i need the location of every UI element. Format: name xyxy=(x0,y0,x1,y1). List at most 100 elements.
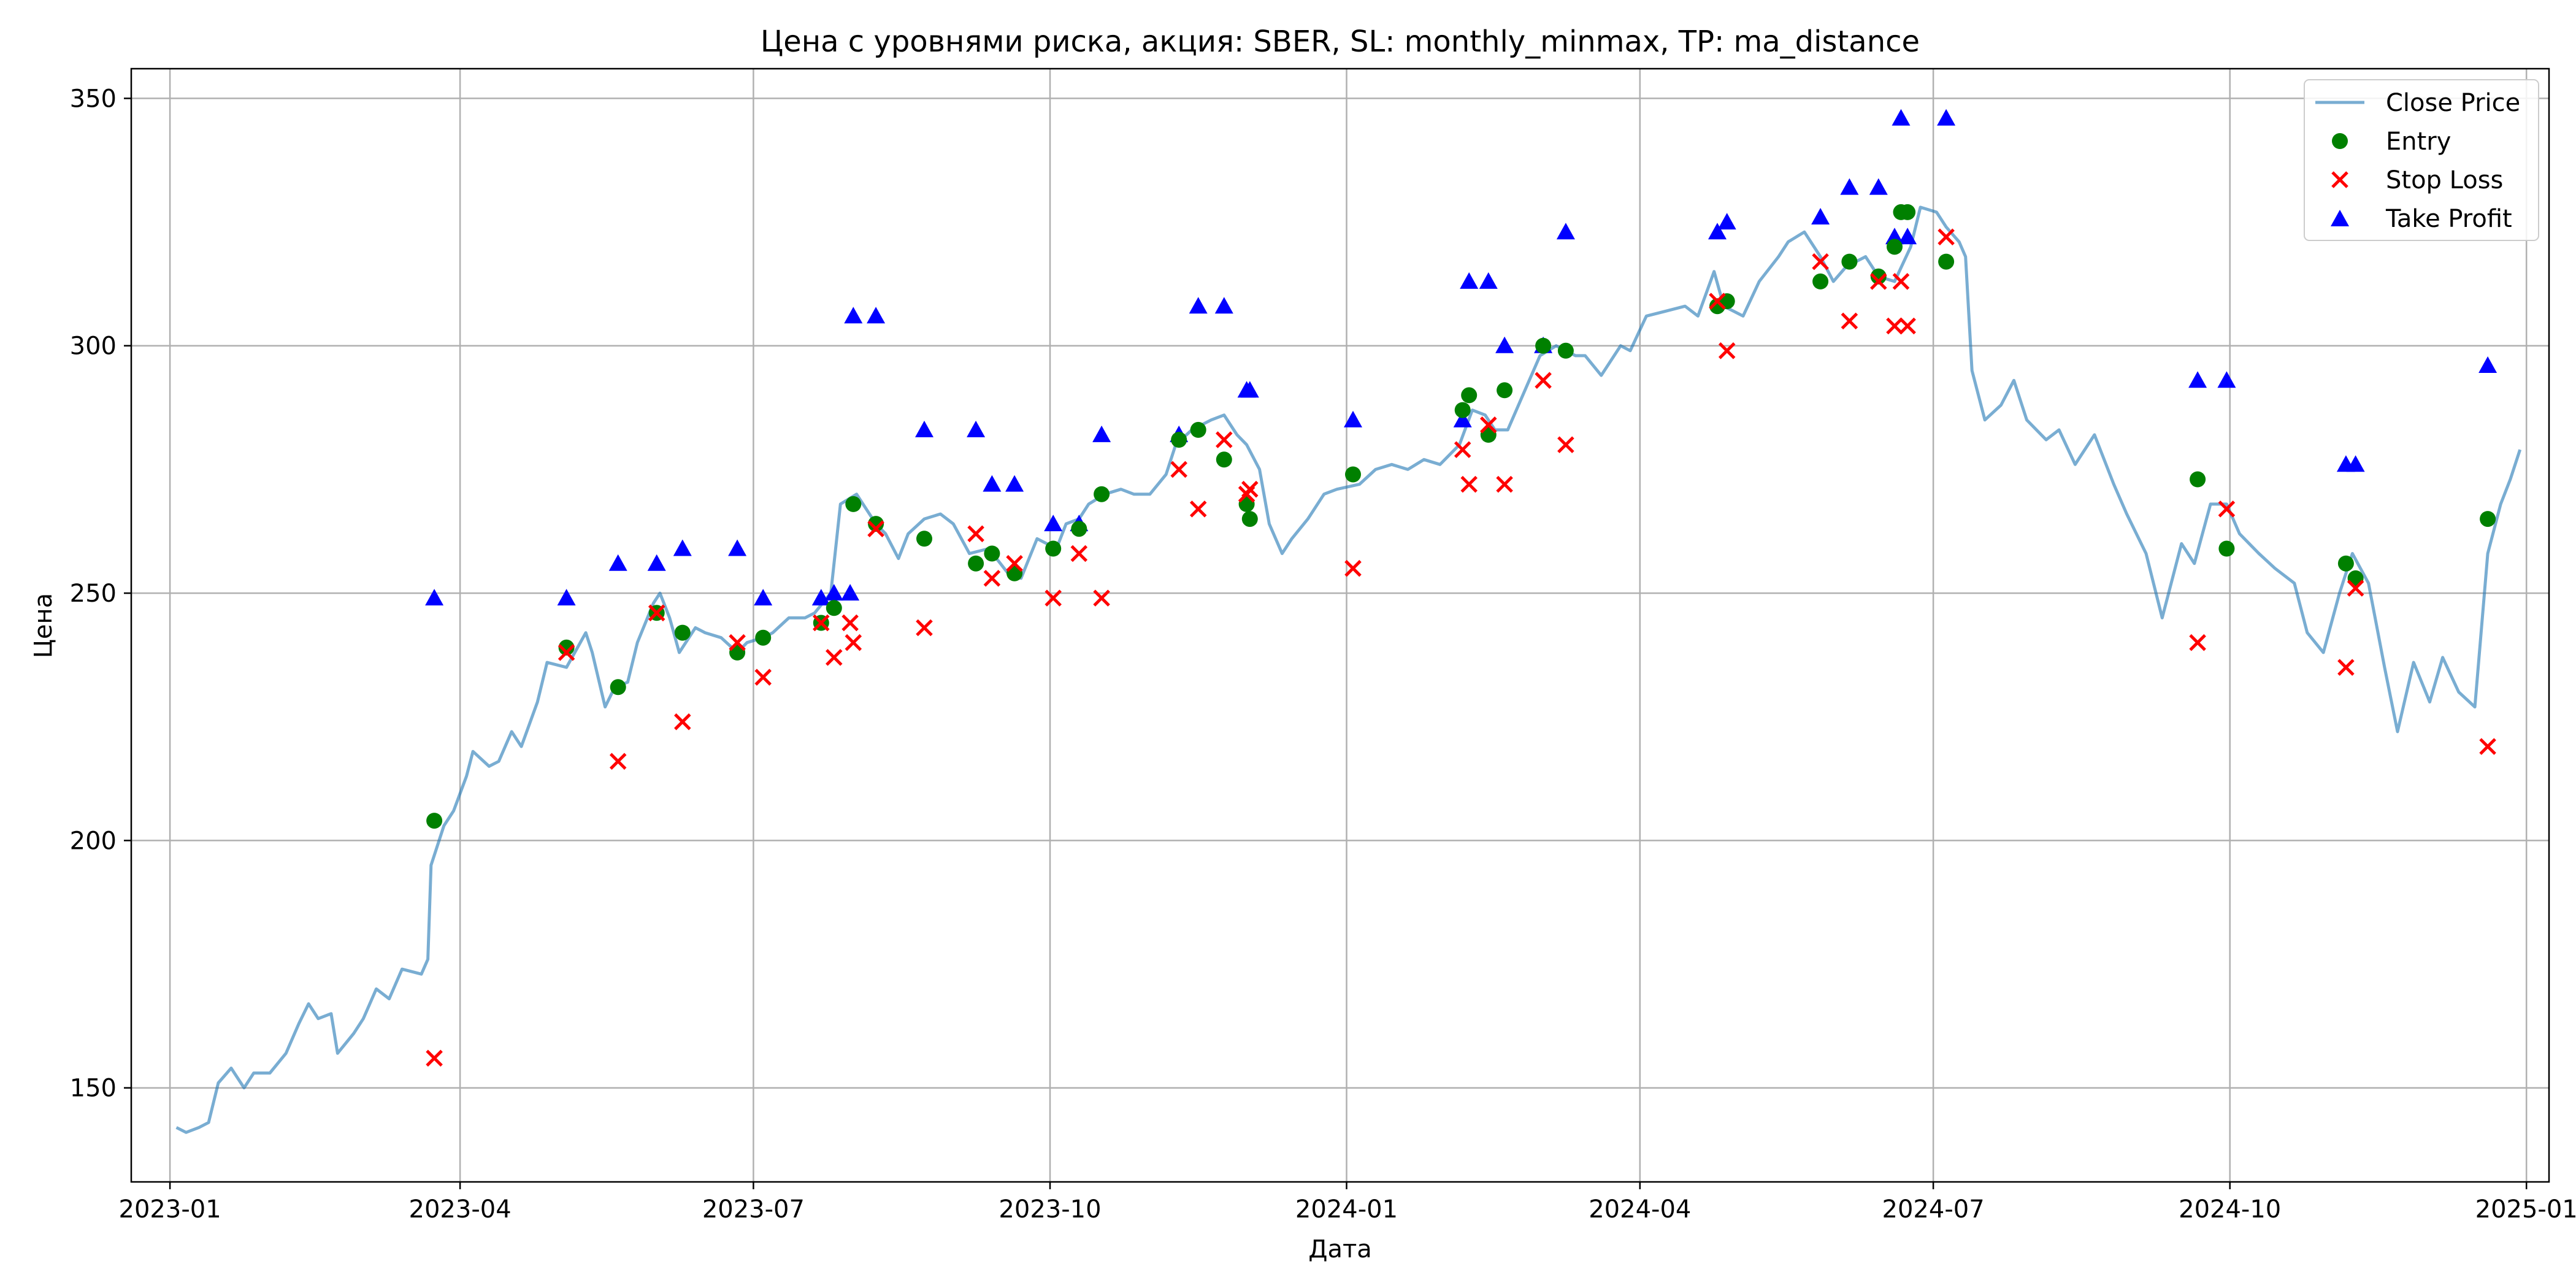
x-axis-title: Дата xyxy=(1308,1235,1372,1263)
take-profit-point-20 xyxy=(1189,297,1208,314)
take-profit-point-38 xyxy=(1898,228,1917,245)
stop-loss-point-25 xyxy=(1454,441,1471,458)
stop-loss-point-8 xyxy=(826,649,843,666)
entry-point-15 xyxy=(1045,540,1062,557)
entry-point-33 xyxy=(1841,253,1858,270)
take-profit-point-13 xyxy=(967,420,986,437)
stop-loss-point-34 xyxy=(1841,312,1858,330)
take-profit-point-14 xyxy=(983,475,1002,492)
marker-series xyxy=(425,109,2497,1067)
stop-loss-point-33 xyxy=(1812,253,1829,270)
entry-point-1 xyxy=(558,639,575,656)
legend-box xyxy=(2304,79,2539,241)
take-profit-point-40 xyxy=(2188,371,2207,388)
take-profit-point-12 xyxy=(915,420,933,437)
plot-background xyxy=(131,69,2549,1182)
entry-point-8 xyxy=(826,600,842,616)
stop-loss-point-31 xyxy=(1709,293,1726,310)
stop-loss-point-28 xyxy=(1496,475,1513,493)
take-profit-point-37 xyxy=(1892,109,1911,126)
take-profit-point-3 xyxy=(647,554,666,571)
legend-stop-swatch xyxy=(2331,171,2348,188)
entry-point-4 xyxy=(674,624,691,641)
stop-loss-point-37 xyxy=(1892,273,1910,290)
take-profit-point-10 xyxy=(844,307,863,324)
entry-point-41 xyxy=(2337,555,2354,572)
take-profit-point-33 xyxy=(1811,208,1830,224)
stop-loss-point-14 xyxy=(983,570,1001,587)
take-profit-point-30 xyxy=(1556,223,1575,240)
stop-loss-point-21 xyxy=(1216,431,1233,448)
entry-point-12 xyxy=(968,555,984,572)
legend-take-label: Take Profit xyxy=(2385,205,2512,233)
x-axis: 2023-01 2023-04 2023-07 2023-10 2024-01 2024-… xyxy=(119,1182,2576,1224)
take-profit-point-16 xyxy=(1044,515,1063,532)
stop-loss-point-12 xyxy=(916,619,933,637)
stop-loss-point-7 xyxy=(813,614,830,632)
stop-loss-point-6 xyxy=(754,669,772,686)
x-tick-label-7: 2024-10 xyxy=(2179,1195,2281,1224)
take-profit-point-21 xyxy=(1214,297,1233,314)
stop-loss-point-43 xyxy=(2347,580,2364,597)
stop-loss-point-23 xyxy=(1241,480,1259,498)
legend-stop-label: Stop Loss xyxy=(2386,166,2503,194)
stop-loss-point-39 xyxy=(1938,228,1955,246)
stop-loss-point-36 xyxy=(1886,317,1903,335)
stop-loss-point-30 xyxy=(1557,436,1574,453)
legend-entry-label: Entry xyxy=(2386,128,2451,156)
take-profit-point-11 xyxy=(867,307,886,324)
stop-loss-point-4 xyxy=(674,713,691,730)
y-tick-label-2: 250 xyxy=(70,580,117,608)
y-tick-label-1: 200 xyxy=(70,827,117,855)
stop-loss-point-32 xyxy=(1718,342,1736,359)
plot-area xyxy=(130,67,2550,1183)
entry-point-6 xyxy=(755,629,772,646)
entry-point-38 xyxy=(1938,253,1955,270)
entry-point-43 xyxy=(2480,511,2496,527)
take-profit-point-39 xyxy=(1937,109,1956,126)
y-tick-label-3: 300 xyxy=(70,332,117,361)
stop-loss-point-38 xyxy=(1899,317,1916,335)
entry-point-17 xyxy=(1094,486,1110,502)
x-tick-label-6: 2024-07 xyxy=(1882,1195,1985,1224)
y-tick-label-0: 150 xyxy=(70,1075,117,1103)
stop-loss-point-40 xyxy=(2189,634,2206,651)
legend-close-label: Close Price xyxy=(2386,89,2520,117)
plot-frame xyxy=(130,67,2550,1183)
take-profit-point-25 xyxy=(1453,410,1472,427)
close-price-line xyxy=(175,205,2522,1134)
stop-loss-point-41 xyxy=(2218,500,2236,518)
stop-loss-point-10 xyxy=(845,634,862,651)
take-profit-point-23 xyxy=(1240,381,1259,398)
y-axis: 150 200 250 300 350 xyxy=(70,85,131,1103)
stop-loss-point-1 xyxy=(558,644,575,661)
stop-loss-point-16 xyxy=(1045,589,1062,607)
entry-point-23 xyxy=(1345,466,1361,483)
entry-point-34 xyxy=(1870,268,1887,285)
take-profit-point-8 xyxy=(824,584,843,601)
close-price-series xyxy=(175,205,2522,1134)
take-profit-point-6 xyxy=(754,589,773,606)
take-profit-point-41 xyxy=(2217,371,2236,388)
entry-point-32 xyxy=(1812,273,1829,289)
stop-loss-point-5 xyxy=(729,634,746,651)
entry-point-24 xyxy=(1454,402,1471,418)
entry-point-28 xyxy=(1535,337,1552,354)
entry-point-16 xyxy=(1071,521,1087,537)
stop-loss-point-19 xyxy=(1170,461,1187,478)
x-tick-label-0: 2023-01 xyxy=(119,1195,221,1224)
take-profit-point-31 xyxy=(1708,223,1727,240)
take-profit-point-44 xyxy=(2478,356,2497,373)
stop-loss-point-26 xyxy=(1460,475,1478,493)
stop-loss-point-20 xyxy=(1189,500,1207,518)
stop-loss-point-18 xyxy=(1093,589,1110,607)
x-tick-label-8: 2025-01 xyxy=(2475,1195,2576,1224)
take-profit-point-35 xyxy=(1869,178,1888,195)
x-tick-label-5: 2024-04 xyxy=(1589,1195,1691,1224)
x-tick-label-3: 2023-10 xyxy=(999,1195,1101,1224)
y-axis-title: Цена xyxy=(29,593,58,658)
take-profit-point-1 xyxy=(557,589,576,606)
take-profit-point-36 xyxy=(1885,228,1904,245)
entry-point-29 xyxy=(1557,342,1574,359)
